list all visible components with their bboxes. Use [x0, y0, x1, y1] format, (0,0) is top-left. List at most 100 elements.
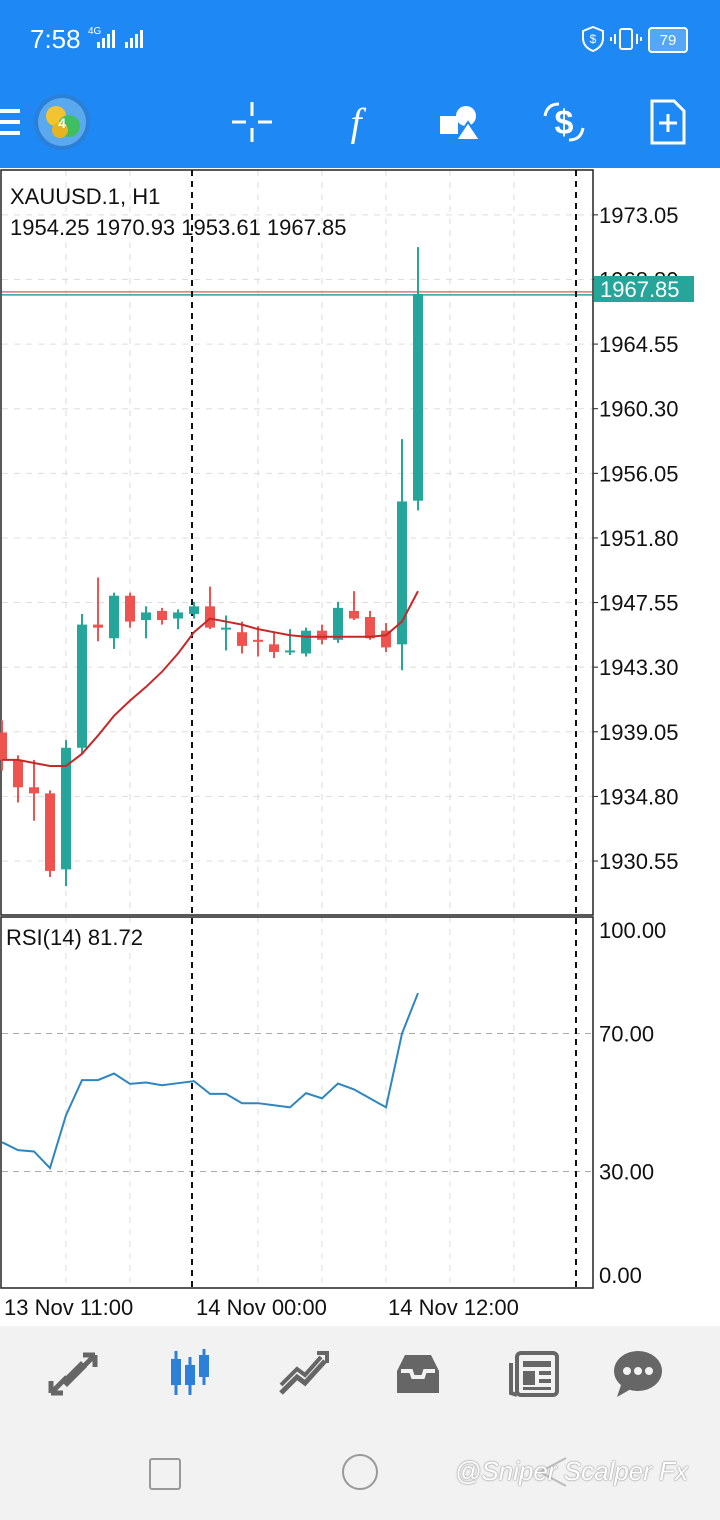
menu-icon[interactable] [0, 92, 28, 152]
candle-body [109, 595, 119, 639]
news-icon[interactable] [502, 1346, 566, 1402]
price-chart[interactable]: 1973.051968.801964.551960.301956.051951.… [0, 168, 720, 1328]
price-tick-label: 1964.55 [599, 332, 679, 357]
svg-text:$: $ [590, 32, 597, 46]
chart-icon[interactable] [158, 1346, 222, 1402]
price-tick-label: 1960.30 [599, 397, 679, 422]
status-time: 7:58 [30, 24, 81, 54]
candle-body [397, 501, 407, 645]
ohlc-label: 1954.25 1970.93 1953.61 1967.85 [10, 215, 346, 240]
back-button[interactable] [534, 1454, 570, 1490]
candle-body [221, 627, 231, 630]
crosshair-icon[interactable] [222, 92, 282, 152]
candle-body [0, 732, 7, 760]
candle [13, 755, 23, 803]
candle-body [189, 606, 199, 614]
price-axis: 1973.051968.801964.551960.301956.051951.… [593, 203, 679, 1288]
candle [189, 601, 199, 619]
candle [45, 790, 55, 877]
candle [253, 626, 263, 657]
candle [413, 247, 423, 511]
candle-body [237, 632, 247, 646]
candle [237, 621, 247, 654]
candle [349, 591, 359, 621]
candle [29, 759, 39, 821]
signal-icon [97, 30, 143, 48]
shield-dollar-icon: $ [582, 26, 604, 52]
candle-body [349, 610, 359, 619]
app-logo[interactable]: 4 [32, 92, 92, 152]
current-price-value: 1967.85 [600, 277, 680, 302]
home-button[interactable] [342, 1454, 378, 1490]
watermark: @Sniper Scalper Fx [455, 1456, 689, 1486]
rsi-indicator [1, 992, 419, 1170]
rsi-tick-label: 0.00 [599, 1263, 642, 1288]
candle [317, 624, 327, 645]
history-icon[interactable] [386, 1346, 450, 1402]
rsi-tick-label: 30.00 [599, 1160, 654, 1185]
candle [301, 627, 311, 657]
battery-indicator: 79 [648, 27, 688, 53]
battery-level: 79 [659, 31, 677, 49]
price-tick-label: 1973.05 [599, 203, 679, 228]
price-tick-label: 1943.30 [599, 655, 679, 680]
candle-body [253, 639, 263, 642]
candle-body [333, 607, 343, 640]
candle-body [269, 644, 279, 652]
time-label: 14 Nov 12:00 [388, 1295, 519, 1320]
candles [0, 247, 423, 887]
candle [141, 606, 151, 639]
candle-body [141, 612, 151, 621]
time-label: 14 Nov 00:00 [196, 1295, 327, 1320]
time-label: 13 Nov 11:00 [4, 1295, 133, 1320]
candle [93, 577, 103, 642]
current-price-badge [594, 276, 694, 302]
candle-body [205, 606, 215, 628]
price-tick-label: 1956.05 [599, 461, 679, 486]
candle [269, 632, 279, 659]
candle-body [317, 630, 327, 640]
trade-icon[interactable]: $ [534, 92, 594, 152]
candle-body [381, 630, 391, 648]
candle-body [173, 612, 183, 619]
price-tick-label: 1939.05 [599, 720, 679, 745]
rsi-panel-border [0, 916, 594, 1289]
indicators-icon[interactable]: f [326, 92, 386, 152]
candle-body [365, 617, 375, 639]
candle-body [93, 624, 103, 628]
candle [397, 439, 407, 671]
moving-average [2, 590, 419, 767]
price-tick-label: 1951.80 [599, 526, 679, 551]
candle [205, 586, 215, 630]
trade-icon[interactable] [272, 1346, 336, 1402]
price-tick-label: 1947.55 [599, 591, 679, 616]
symbol-label: XAUUSD.1, H1 [10, 184, 160, 209]
candle-body [29, 787, 39, 794]
price-tick-label: 1934.80 [599, 784, 679, 809]
new-order-icon[interactable] [638, 92, 698, 152]
candle-body [157, 610, 167, 621]
rsi-label: RSI(14) 81.72 [6, 925, 143, 950]
recent-apps-button[interactable] [149, 1458, 181, 1490]
objects-icon[interactable] [430, 92, 490, 152]
rsi-tick-label: 100.00 [599, 918, 666, 943]
candle-body [13, 759, 23, 788]
candle [365, 610, 375, 640]
candle-body [413, 293, 423, 501]
ma-line [2, 590, 419, 767]
candle [0, 720, 7, 771]
candle [173, 609, 183, 630]
candle-body [301, 630, 311, 654]
candle-body [77, 624, 87, 748]
candle [285, 629, 295, 656]
messages-icon[interactable] [606, 1346, 670, 1402]
candle [125, 592, 135, 628]
candle-body [285, 650, 295, 653]
rsi-tick-label: 70.00 [599, 1022, 654, 1047]
status-bar: 7:58 4G $ 79 [0, 0, 720, 76]
candle-body [45, 793, 55, 871]
candle [109, 592, 119, 649]
chart-grid [2, 170, 592, 1288]
svg-text:$: $ [555, 104, 574, 142]
quotes-icon[interactable] [42, 1346, 106, 1402]
